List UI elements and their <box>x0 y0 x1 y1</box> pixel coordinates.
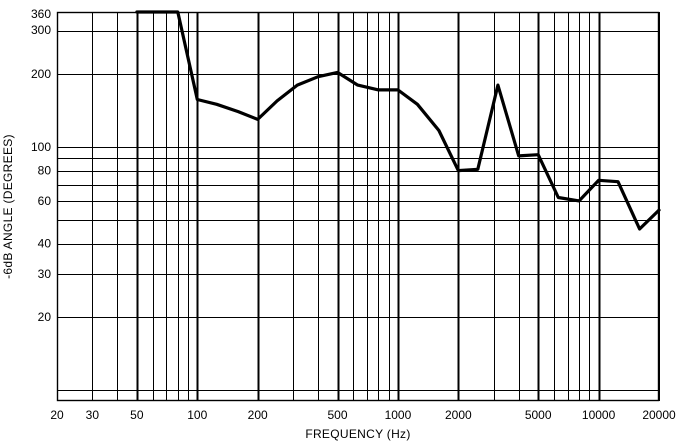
x-tick-label: 5000 <box>525 408 552 422</box>
y-tick-label: 300 <box>31 23 51 37</box>
y-tick-label: 100 <box>31 140 51 154</box>
series-layer <box>135 10 661 231</box>
x-tick-label: 1000 <box>385 408 412 422</box>
y-tick-label: 80 <box>38 164 52 178</box>
x-tick-label: 20000 <box>642 408 676 422</box>
x-axis-title: FREQUENCY (Hz) <box>305 427 410 441</box>
x-tick-label: 200 <box>248 408 268 422</box>
x-tick-label: 30 <box>86 408 100 422</box>
series-line <box>135 10 661 231</box>
y-tick-label: 20 <box>38 310 52 324</box>
y-axis-title: -6dB ANGLE (DEGREES) <box>1 134 15 279</box>
y-tick-labels: 20 30 40 60 80 100 200 300 360 <box>31 7 51 324</box>
x-tick-label: 2000 <box>445 408 472 422</box>
y-tick-label: 200 <box>31 67 51 81</box>
x-tick-label: 500 <box>328 408 348 422</box>
y-tick-label: 30 <box>38 267 52 281</box>
x-tick-label: 10000 <box>582 408 616 422</box>
x-tick-labels: 20 30 50 100 200 500 1000 2000 5000 10000 20000 <box>50 408 676 422</box>
plot-frame <box>56 11 660 402</box>
x-tick-label: 100 <box>187 408 207 422</box>
y-tick-label: 60 <box>38 194 52 208</box>
y-tick-label: 360 <box>31 7 51 21</box>
x-tick-label: 20 <box>50 408 64 422</box>
x-tick-label: 50 <box>130 408 144 422</box>
grid <box>56 11 660 402</box>
y-tick-label: 40 <box>38 237 52 251</box>
